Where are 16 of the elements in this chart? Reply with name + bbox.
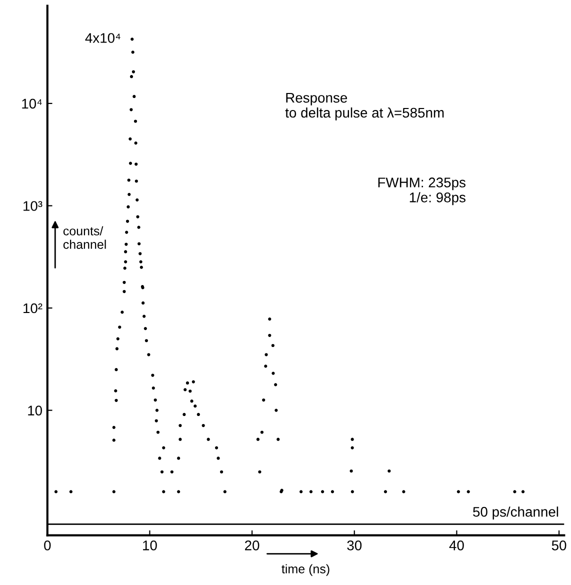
x-tick-label: 0 [44,540,51,550]
annotation: Response to delta pulse at λ=585nm [285,92,444,120]
annotation: FWHM: 235ps 1/e: 98ps [378,178,466,206]
y-tick-label: 10³ [24,201,42,211]
x-tick-label: 50 [552,540,566,550]
y-tick-label: 10² [24,303,42,314]
x-tick-label: 20 [245,540,260,550]
x-tick-label: 30 [347,540,362,550]
x-tick-label: 40 [449,540,464,550]
y-tick-label: 10⁴ [22,98,42,109]
annotation: 4x10⁴ [85,33,120,43]
x-tick-label: 10 [143,540,157,550]
y-tick-label: 10 [28,406,42,416]
y-axis-title: counts/ channel [63,226,106,249]
x-axis-title: time (ns) [282,564,330,576]
annotation: 50 ps/channel [473,506,558,520]
